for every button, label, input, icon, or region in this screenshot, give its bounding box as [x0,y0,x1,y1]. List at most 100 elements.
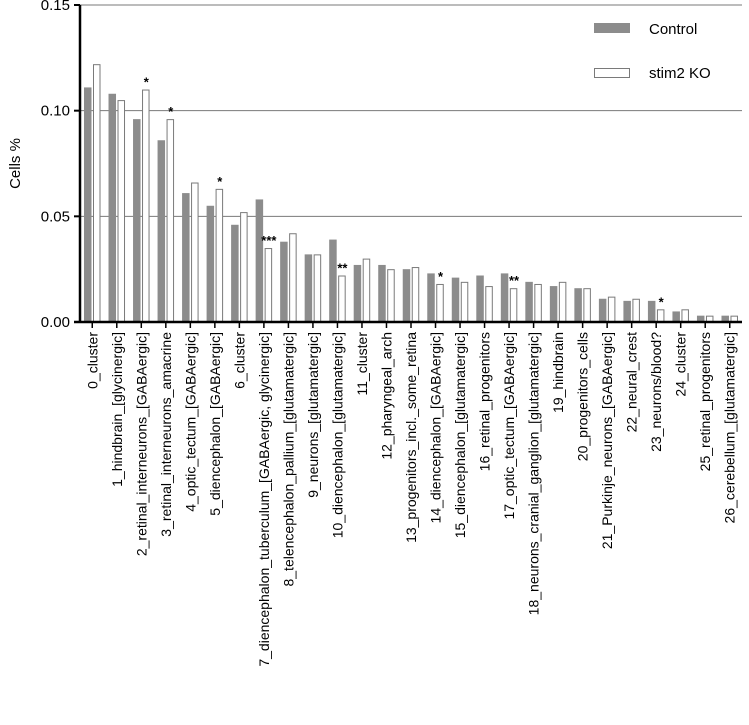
x-tick-label: 1_hindbrain_[glycinergic] [109,332,125,487]
bar-stim2-ko [264,248,273,323]
bar-stim2-ko [338,275,346,322]
bar-control [451,277,460,322]
bar-control [525,281,533,322]
bar-control [353,264,362,322]
bar-stim2-ko [730,315,738,323]
y-tick-label: 0.15 [41,0,70,14]
x-tick-label: 17_optic_tectum_[GABAergic] [501,332,517,520]
bar-stim2-ko [191,182,199,322]
significance-marker: * [168,104,174,119]
x-tick-label: 15_diencephalon_[glutamatergic] [452,332,468,538]
bar-stim2-ko [583,288,591,323]
x-tick-label: 3_retinal_interneurons_amacrine [158,332,174,537]
bar-stim2-ko [607,296,616,323]
x-tick-label: 7_diencephalon_tuberculum_[GABAergic, gl… [256,332,272,667]
bar-stim2-ko [362,258,371,323]
x-tick-label: 19_hindbrain [550,332,566,413]
significance-marker: * [217,174,223,189]
significance-marker: *** [261,233,277,248]
x-tick-label: 5_diencephalon_[GABAergic] [207,332,223,516]
y-tick-label: 0.00 [41,314,70,331]
x-tick-label: 18_neurons_cranial_ganglion_[glutamaterg… [526,332,542,615]
bar-control [84,87,92,322]
bar-control [427,273,435,322]
x-tick-label: 25_retinal_progenitors [697,332,713,471]
legend-label-control: Control [649,21,697,38]
bar-control [182,193,190,322]
bar-control [108,93,117,322]
bar-stim2-ko [289,233,297,323]
bar-control [231,224,239,322]
x-tick-label: 0_cluster [84,332,100,389]
x-tick-label: 20_progenitors_cells [575,332,591,461]
x-tick-label: 24_cluster [673,332,689,397]
bar-control [157,140,166,322]
bar-control [623,300,631,322]
bar-stim2-ko [313,254,322,322]
bar-control [206,205,215,322]
bar-control [647,300,656,322]
x-tick-label: 13_progenitors_incl._some_retina [403,332,419,543]
bar-control [280,241,288,322]
x-tick-label: 8_telencephalon_pallium_[glutamatergic] [280,332,296,587]
x-tick-label: 9_neurons_[glutamatergic] [305,332,321,498]
bar-control [574,288,582,322]
bar-stim2-ko [142,89,150,322]
bar-control [500,273,509,322]
x-tick-label: 11_cluster [354,332,370,396]
bar-control [304,254,313,322]
bar-stim2-ko [411,267,420,323]
x-tick-label: 23_neurons/blood? [648,332,664,452]
bar-control [721,315,729,322]
bar-stim2-ko [558,281,567,323]
x-tick-label: 6_cluster [231,332,247,389]
bar-stim2-ko [509,288,518,323]
significance-marker: * [438,269,444,284]
bar-stim2-ko [240,212,248,323]
significance-marker: * [144,75,150,90]
bar-control [255,199,264,322]
bar-control [696,315,705,322]
bar-control [549,286,558,322]
significance-marker: ** [509,273,520,288]
y-tick-label: 0.10 [41,103,70,120]
x-tick-label: 22_neural_crest [624,332,640,433]
bar-stim2-ko [117,100,126,322]
x-tick-label: 26_cerebellum_[glutamatergic] [722,332,738,523]
y-axis-label: Cells % [7,138,24,189]
bar-stim2-ko [485,286,493,322]
x-tick-label: 12_pharyngeal_arch [378,332,394,460]
x-tick-label: 4_optic_tectum_[GABAergic] [182,332,198,512]
bar-stim2-ko [93,64,101,322]
bar-stim2-ko [632,298,640,322]
x-tick-label: 2_retinal_interneurons_[GABAergic] [133,332,149,556]
x-tick-label: 21_Purkinje_neurons_[GABAergic] [599,332,615,549]
legend: Control stim2 KO [594,21,711,82]
bar-stim2-ko [436,283,444,322]
bar-stim2-ko [534,283,542,322]
bar-stim2-ko [215,188,224,322]
bar-control [329,239,337,322]
bar-stim2-ko [460,281,469,323]
bar-stim2-ko [166,119,175,323]
bar-stim2-ko [387,269,395,322]
y-tick-label: 0.05 [41,208,70,225]
x-tick-label: 16_retinal_progenitors [477,332,493,471]
bar-control [133,119,141,323]
legend-swatch-control [594,23,630,33]
bar-stim2-ko [705,315,714,323]
legend-swatch-stim2-ko [594,68,630,78]
bar-control [672,311,680,322]
x-tick-label: 10_diencephalon_[glutamatergic] [329,332,345,538]
bar-control [598,298,607,322]
bar-control [476,275,484,322]
x-tick-label: 14_diencephalon_[GABAergic] [428,332,444,523]
bar-control [378,264,386,322]
legend-label-stim2-ko: stim2 KO [649,65,711,82]
bar-control [402,269,411,322]
bar-stim2-ko [656,309,665,323]
significance-marker: * [659,294,665,309]
bar-stim2-ko [681,309,689,323]
significance-marker: ** [337,261,348,276]
